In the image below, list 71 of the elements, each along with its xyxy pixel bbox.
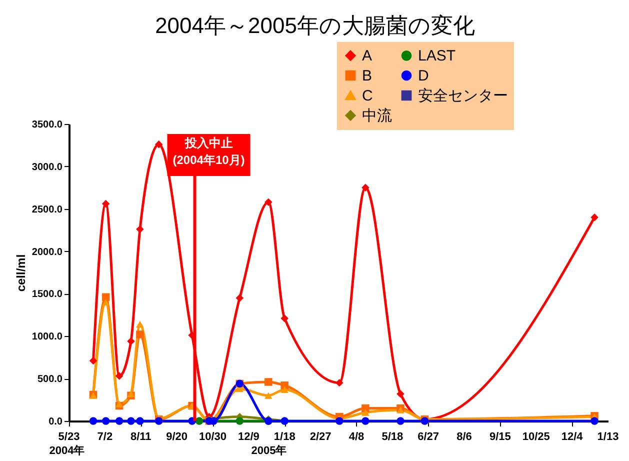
point <box>280 381 288 390</box>
point <box>136 225 144 234</box>
point <box>264 198 272 206</box>
point <box>362 417 370 425</box>
point <box>336 378 344 387</box>
ref-line-label: 投入中止 (2004年10月) <box>172 136 245 167</box>
point <box>590 213 598 222</box>
x-tick-label: 2/27 <box>310 431 332 443</box>
point <box>136 320 144 328</box>
x-tick-label: 10/25 <box>522 431 550 443</box>
x-tick-label: 12/4 <box>561 431 584 443</box>
point <box>102 200 110 208</box>
point <box>280 314 288 322</box>
x-tick-label: 4/8 <box>348 431 364 443</box>
point <box>236 417 244 425</box>
point <box>362 404 370 412</box>
point <box>127 417 135 425</box>
point <box>102 293 110 301</box>
y-tick-label: 0.0 <box>48 416 63 428</box>
point <box>396 406 404 414</box>
y-tick-label: 1000.0 <box>32 332 63 343</box>
point <box>336 417 344 425</box>
point <box>102 417 110 425</box>
x-tick-label: 9/20 <box>166 431 188 443</box>
point <box>264 392 272 399</box>
x-tick-label: 8/6 <box>456 431 472 443</box>
x-tick-label: 1/18 <box>274 431 296 443</box>
point <box>154 140 163 148</box>
y-tick-label: 1500.0 <box>32 289 63 300</box>
y-tick-label: 2500.0 <box>32 204 63 216</box>
chart-title: 2004年～2005年の大腸菌の変化 <box>155 13 475 38</box>
point <box>115 372 124 380</box>
legend-label: A <box>362 48 372 65</box>
point <box>236 294 244 302</box>
x-tick-label: 6/27 <box>418 431 440 443</box>
point <box>136 330 144 338</box>
x-tick-label: 10/30 <box>198 431 226 443</box>
point <box>115 417 124 425</box>
x-tick-label: 12/9 <box>238 431 260 443</box>
point <box>115 400 124 408</box>
y-tick-label: 500.0 <box>37 374 63 386</box>
text: 2005年 <box>251 444 287 457</box>
point <box>362 409 370 416</box>
legend-label: 中流 <box>362 108 392 124</box>
x-tick-label: 8/11 <box>130 431 152 443</box>
y-axis-title: cell/ml <box>14 254 28 292</box>
legend-label: 安全センター <box>418 88 508 104</box>
point <box>127 337 135 346</box>
x-tick-label: 7/2 <box>97 431 113 443</box>
y-tick-label: 2000.0 <box>32 246 63 258</box>
point <box>396 417 404 425</box>
legend-label: D <box>418 68 429 84</box>
text: 2004年 <box>49 444 85 457</box>
legend-label: B <box>362 68 372 84</box>
point <box>102 298 110 306</box>
legend-label: LAST <box>418 48 456 65</box>
legend-label: C <box>362 88 373 104</box>
point <box>89 417 98 425</box>
x-tick-label: 1/13 <box>597 431 619 443</box>
point <box>89 356 98 365</box>
x-tick-label: 9/15 <box>489 431 511 443</box>
point <box>136 417 144 425</box>
point <box>590 417 598 425</box>
x-tick-label: 5/23 <box>58 431 80 443</box>
point <box>280 386 288 393</box>
x-tick-label: 5/18 <box>382 431 404 443</box>
point <box>362 184 370 192</box>
point <box>396 390 404 398</box>
y-tick-label: 3000.0 <box>32 162 63 173</box>
y-tick-label: 3500.0 <box>32 120 63 130</box>
point <box>264 378 272 386</box>
